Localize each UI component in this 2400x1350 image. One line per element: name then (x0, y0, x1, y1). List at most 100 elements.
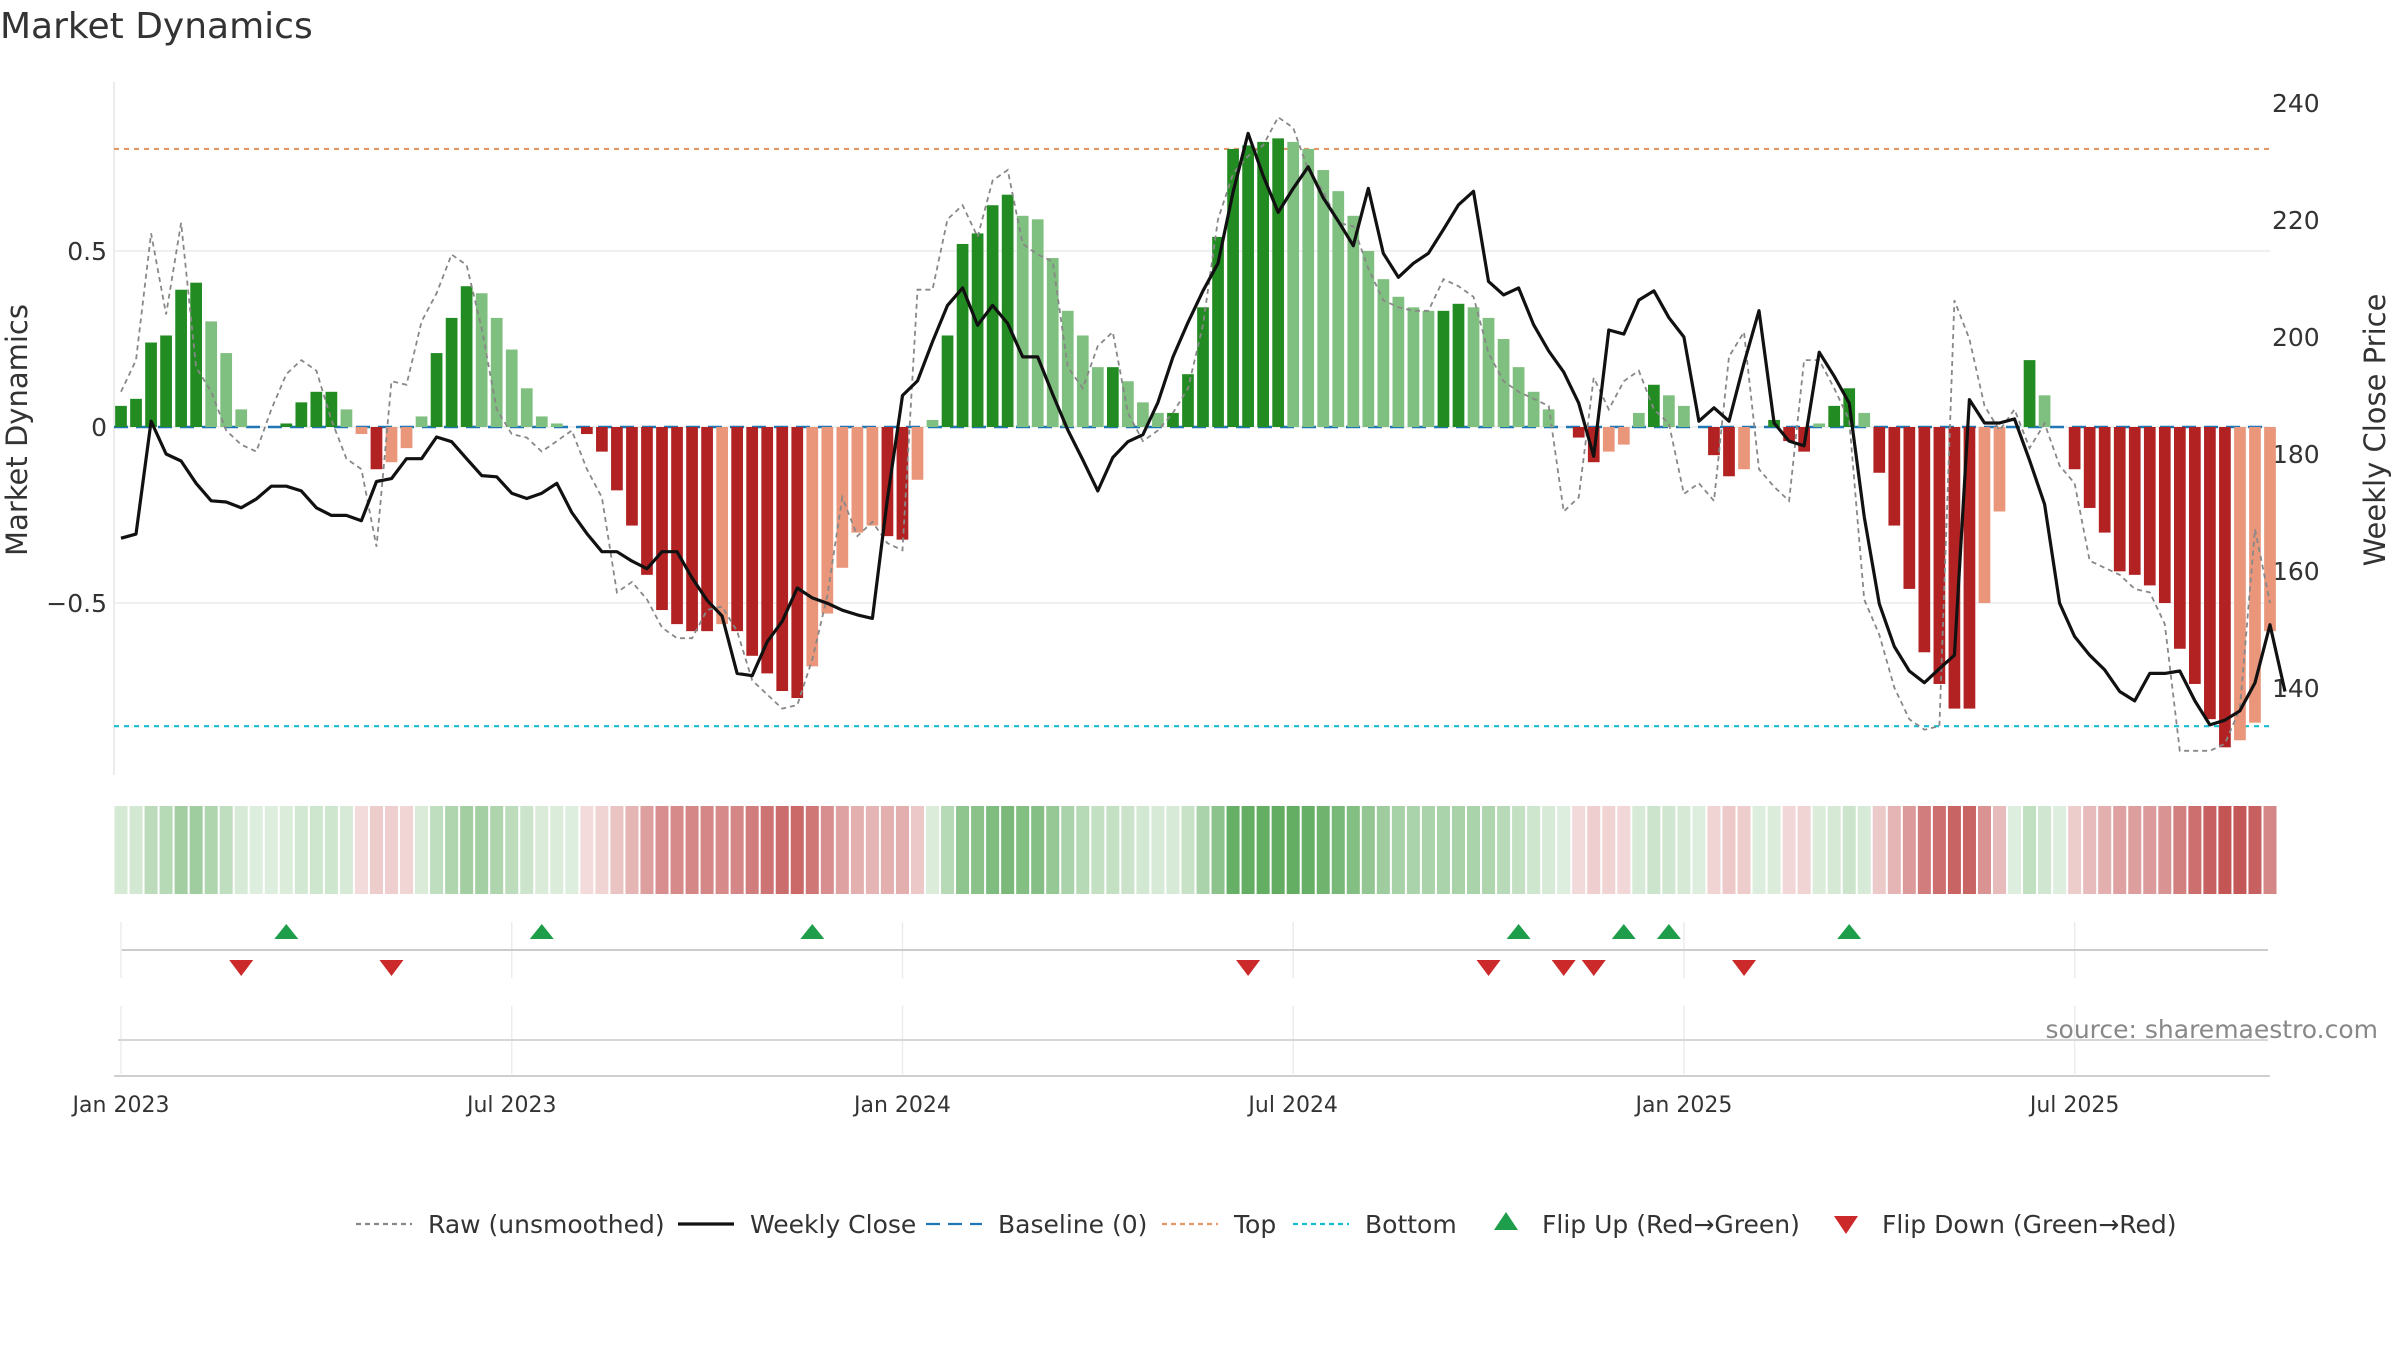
flip-down-marker (1236, 960, 1261, 976)
dynamics-bar (1137, 402, 1149, 427)
legend-label: Bottom (1365, 1210, 1457, 1239)
heat-cell (490, 806, 504, 894)
dynamics-bar (926, 419, 939, 427)
heat-cell (1482, 806, 1496, 894)
dynamics-bar (791, 427, 804, 699)
legend: Raw (unsmoothed) Weekly Close Baseline (0)… (356, 1210, 2177, 1239)
left-axis-label: Market Dynamics (0, 304, 34, 556)
heat-cell (1331, 806, 1345, 894)
dynamics-bar (866, 427, 879, 526)
legend-item-top: Top (1162, 1210, 1276, 1239)
heat-cell (1647, 806, 1661, 894)
dynamics-bar (475, 293, 488, 427)
dynamics-bar (445, 317, 458, 427)
heat-cell (1977, 806, 1991, 894)
flip-up-marker (1506, 924, 1531, 939)
dynamics-bar (2204, 427, 2216, 720)
heat-cell (294, 806, 308, 894)
heat-cell (2233, 806, 2247, 894)
heat-cell (715, 806, 729, 894)
dynamics-bar (220, 353, 233, 427)
dynamics-bar (460, 286, 473, 427)
chart-title: Market Dynamics (0, 6, 313, 47)
right-tick-label: 240 (2272, 89, 2320, 118)
dynamics-bar (115, 405, 127, 427)
dynamics-bar (1016, 215, 1029, 427)
dynamics-bar (1708, 427, 1720, 456)
legend-label: Raw (unsmoothed) (428, 1210, 665, 1239)
dynamics-bar (385, 427, 398, 463)
empty-panel (114, 1006, 2270, 1077)
heat-cell (2218, 806, 2232, 894)
flip-down-marker (379, 960, 404, 976)
heat-cell (941, 806, 955, 894)
dynamics-bar (1302, 148, 1315, 428)
heat-cell (1512, 806, 1526, 894)
heat-cell (1421, 806, 1435, 894)
heat-cell (2173, 806, 2187, 894)
heat-cell (670, 806, 684, 894)
dynamics-bar (1046, 258, 1059, 427)
heat-cell (760, 806, 774, 894)
dynamics-bar (145, 342, 157, 427)
heat-cell (1406, 806, 1420, 894)
flip-down-marker (1551, 960, 1576, 976)
heat-cell (775, 806, 789, 894)
source-note: source: sharemaestro.com (2046, 1015, 2379, 1044)
x-tick-label: Jan 2024 (852, 1093, 951, 1118)
dynamics-bar (1001, 194, 1014, 427)
heat-cell (1226, 806, 1240, 894)
legend-item-baseline: Baseline (0) (926, 1210, 1147, 1239)
dynamics-bar (1963, 427, 1976, 709)
legend-label: Top (1233, 1210, 1276, 1239)
legend-swatch (1494, 1212, 1518, 1230)
left-tick-label: −0.5 (46, 589, 107, 618)
heat-cell (249, 806, 263, 894)
dynamics-bar (520, 388, 533, 427)
dynamics-bar (701, 427, 713, 632)
heat-cell (1376, 806, 1390, 894)
x-tick-label: Jul 2025 (2028, 1093, 2120, 1118)
raw-line (120, 115, 2271, 752)
close-line (120, 131, 2287, 727)
heat-cell (1091, 806, 1105, 894)
heatmap-strip (114, 806, 2277, 894)
dynamics-bar (430, 353, 443, 427)
heat-cell (1902, 806, 1916, 894)
dynamics-bar (1497, 339, 1510, 427)
dynamics-bar (1903, 427, 1916, 589)
heat-cell (925, 806, 940, 894)
dynamics-bar (130, 398, 142, 427)
dynamics-bar (1512, 367, 1525, 427)
heat-cell (1617, 806, 1631, 894)
legend-item-close: Weekly Close (678, 1210, 916, 1239)
heat-cell (1962, 806, 1976, 894)
dynamics-bar (941, 335, 954, 427)
dynamics-bar (611, 427, 623, 491)
dynamics-bar (1467, 307, 1480, 427)
x-tick-label: Jan 2025 (1633, 1093, 1732, 1118)
dynamics-bar (2143, 427, 2156, 586)
heat-cell (1271, 806, 1285, 894)
dynamics-bar (626, 427, 638, 526)
heat-cell (2023, 806, 2037, 894)
right-tick-label: 160 (2272, 557, 2320, 586)
dynamics-bar (1287, 141, 1300, 427)
dynamics-bar (1182, 374, 1194, 427)
heat-cell (1602, 806, 1616, 894)
legend-label: Weekly Close (750, 1210, 916, 1239)
flip-down-marker (1732, 960, 1757, 976)
heat-cell (1361, 806, 1375, 894)
heat-cell (1196, 806, 1210, 894)
right-tick-label: 180 (2272, 440, 2320, 469)
dynamics-bar (310, 391, 323, 427)
dynamics-bar (2098, 427, 2111, 533)
left-tick-label: 0 (91, 413, 107, 442)
dynamics-bar (415, 416, 428, 427)
heat-cell (1001, 806, 1015, 894)
heat-cell (204, 806, 218, 894)
heat-cell (1391, 806, 1405, 894)
dynamics-bar (1888, 427, 1901, 526)
dynamics-bar (1647, 384, 1660, 427)
heat-cell (400, 806, 414, 894)
